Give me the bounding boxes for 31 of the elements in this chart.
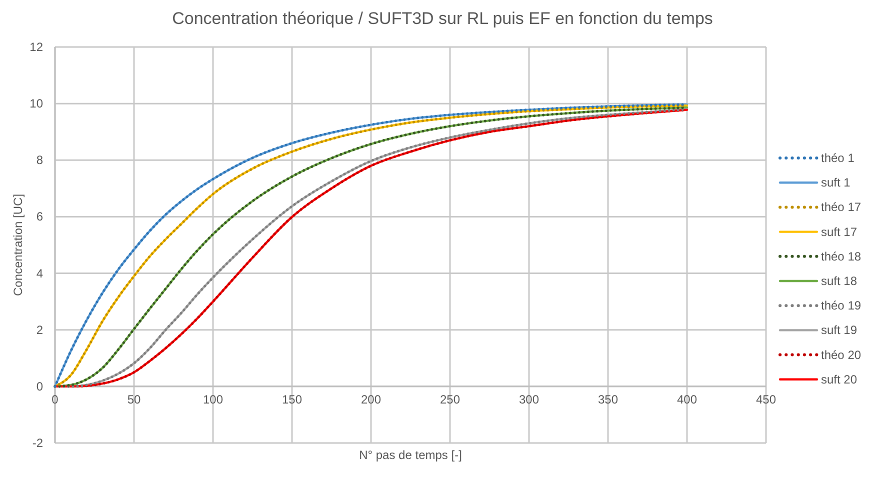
y-tick-label: 12 xyxy=(30,40,44,54)
x-tick-label: 400 xyxy=(676,392,698,406)
x-tick-label: 250 xyxy=(440,392,460,406)
y-tick-label: -2 xyxy=(32,436,44,450)
legend-label: théo 19 xyxy=(821,298,862,313)
legend-label: théo 20 xyxy=(821,348,862,362)
x-tick-label: 200 xyxy=(360,392,382,406)
legend-label: théo 17 xyxy=(821,200,862,214)
legend-label: suft 18 xyxy=(821,274,858,288)
y-tick-label: 2 xyxy=(36,322,44,337)
x-tick-label: 150 xyxy=(282,392,302,406)
x-tick-label: 350 xyxy=(598,392,618,406)
legend-label: suft 19 xyxy=(821,323,858,338)
y-tick-label: 10 xyxy=(30,96,44,111)
y-tick-label: 6 xyxy=(36,210,44,224)
x-tick-label: 50 xyxy=(127,392,141,406)
chart-title: Concentration théorique / SUFT3D sur RL puis EF en fonction du temps xyxy=(172,9,713,28)
legend-label: suft 17 xyxy=(821,224,858,239)
y-tick-label: 8 xyxy=(36,153,44,168)
x-tick-label: 100 xyxy=(202,392,224,406)
y-tick-label: 0 xyxy=(36,379,44,394)
legend-label: suft 1 xyxy=(821,176,851,190)
x-tick-label: 300 xyxy=(518,392,540,406)
x-axis-title: N° pas de temps [-] xyxy=(359,448,462,462)
x-tick-label: 450 xyxy=(756,392,776,406)
y-tick-label: 4 xyxy=(36,266,44,280)
x-tick-label: 0 xyxy=(52,392,59,406)
legend-label: suft 20 xyxy=(821,372,858,386)
y-axis-title: Concentration [UC] xyxy=(11,194,25,296)
legend-label: théo 18 xyxy=(821,249,862,264)
legend-label: théo 1 xyxy=(821,151,855,165)
